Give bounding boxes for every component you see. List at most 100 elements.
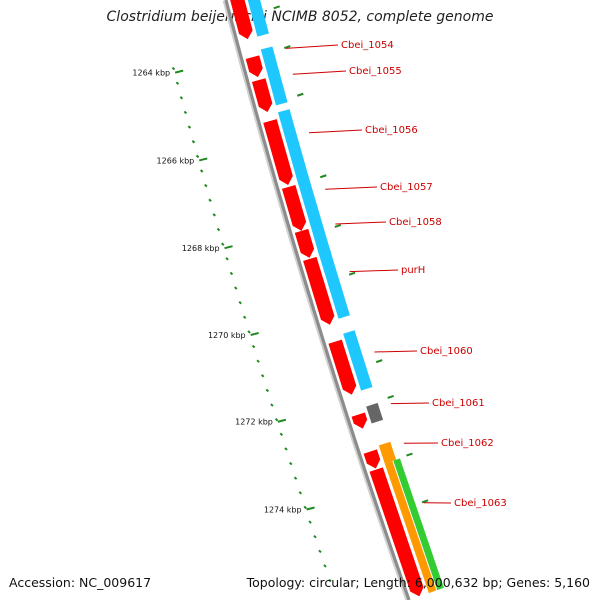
gene-leader-line [325,186,378,190]
feature-tick [334,223,342,228]
gene-label: Cbei_1055 [349,66,402,77]
scale-major-tick [306,506,315,511]
gene-feature-arrow [281,185,307,231]
feature-tick [283,45,291,49]
genome-title: Clostridium beijerinckii NCIMB 8052, com… [106,9,494,25]
scale-major-tick [174,69,184,74]
scale-tick [274,418,279,422]
scale-tick [187,125,192,129]
gray-feature [366,402,384,424]
gene-label: Cbei_1061 [432,398,485,409]
scale-label: 1266 kbp [157,156,195,165]
scale-tick [175,81,180,85]
gene-leader-line [390,402,430,405]
feature-tick [296,92,304,97]
gene-feature-arrow [251,78,273,113]
scale-tick [204,183,208,188]
scale-tick [171,66,176,71]
gene-feature-arrow [363,449,381,469]
feature-tick [406,452,413,457]
feature-tick [348,271,356,276]
scale-major-tick [277,418,287,423]
orange-feature [384,460,437,594]
scale-tick [216,227,221,232]
scale-tick [221,242,225,246]
scale-label: 1272 kbp [235,418,273,427]
scale-tick [313,535,317,539]
scale-tick [229,271,234,276]
scale-tick [191,140,196,144]
gene-label: Cbei_1062 [441,438,494,449]
gene-leader-line [309,129,363,134]
gene-leader-line [292,70,347,75]
cds-block [260,46,288,106]
scale-tick [303,505,307,510]
cds-block [317,246,350,319]
feature-tick [319,174,327,179]
scale-tick [279,432,283,437]
gene-label: Cbei_1058 [389,217,442,228]
genome-summary-text: Topology: circular; Length: 6,000,632 bp… [246,575,590,590]
gene-leader-line [335,221,387,225]
scale-tick [284,447,288,451]
scale-tick [199,169,204,173]
scale-tick [179,96,184,100]
gene-feature-arrow [294,228,315,258]
scale-tick [183,110,188,115]
cds-block [277,109,309,181]
scale-tick [238,300,242,305]
scale-tick [212,213,216,217]
genome-backbone [224,0,411,600]
feature-tick [273,5,281,10]
scale-tick [328,578,332,583]
scale-label: 1274 kbp [264,506,302,515]
gene-label: Cbei_1056 [365,125,418,136]
feature-tick [375,359,383,364]
gene-label: Cbei_1057 [380,182,433,193]
gene-label: purH [401,265,425,276]
scale-tick [270,403,274,407]
scale-label: 1268 kbp [182,244,220,253]
scale-major-tick [199,157,208,162]
scale-tick [308,520,312,524]
scale-tick [247,330,251,334]
scale-tick [234,286,238,290]
gene-feature-arrow [230,0,253,40]
scale-tick [251,344,256,349]
scale-tick [225,257,229,261]
scale-major-tick [250,332,259,336]
cds-block [296,174,331,256]
scale-tick [293,476,298,480]
gene-leader-line [374,350,418,353]
gene-feature-arrow [369,467,424,597]
gene-leader-line [349,269,399,273]
gene-feature-arrow [245,55,263,78]
orange-feature [378,441,397,464]
cds-block [247,0,269,37]
scale-tick [242,315,247,320]
scale-tick [256,359,260,363]
gene-feature-arrow [328,339,357,395]
gene-feature-arrow [263,119,293,185]
scale-tick [318,549,322,554]
feature-tick [387,394,394,399]
gene-label: Cbei_1063 [454,498,507,509]
gene-feature-arrow [351,412,368,429]
scale-tick [260,374,265,378]
scale-label: 1270 kbp [208,331,246,340]
gene-leader-line [285,44,339,49]
scale-major-tick [224,245,233,250]
cds-block [343,330,373,391]
gene-label: Cbei_1060 [420,346,473,357]
scale-tick [265,388,270,393]
scale-label: 1264 kbp [132,69,170,78]
scale-tick [289,461,293,466]
feature-tick [421,499,429,504]
accession-text: Accession: NC_009617 [9,575,152,590]
gene-feature-arrow [303,256,335,325]
scale-tick [323,564,327,568]
scale-tick [195,154,200,159]
green-feature [393,458,444,591]
